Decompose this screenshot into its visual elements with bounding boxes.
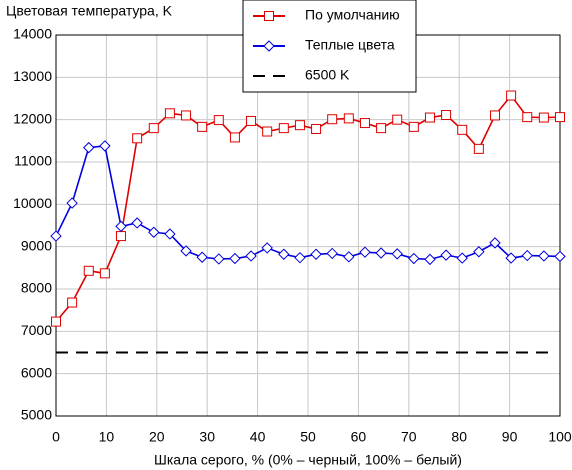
marker [408, 121, 419, 132]
chart-title: Цветовая температура, K [6, 3, 173, 19]
y-tick-label: 11000 [14, 153, 52, 169]
x-tick-label: 50 [300, 429, 316, 445]
x-tick-label: 30 [199, 429, 215, 445]
marker [376, 123, 387, 134]
marker [164, 108, 175, 119]
marker [83, 265, 94, 276]
marker [51, 316, 61, 327]
marker [457, 124, 468, 135]
x-tick-label: 0 [52, 429, 60, 445]
y-tick-label: 7000 [21, 322, 52, 338]
marker [294, 251, 306, 264]
marker [343, 113, 354, 124]
marker [245, 250, 257, 262]
marker [440, 249, 452, 261]
y-tick-label: 8000 [21, 280, 52, 296]
marker [262, 126, 273, 137]
marker [196, 251, 208, 263]
marker [294, 120, 305, 131]
marker [131, 217, 143, 229]
marker [246, 115, 257, 126]
marker [148, 123, 159, 134]
legend-label: 6500 K [305, 67, 350, 83]
x-tick-label: 100 [548, 429, 572, 445]
y-tick-label: 13000 [13, 68, 52, 84]
y-tick-label: 5000 [21, 407, 52, 423]
y-tick-label: 10000 [13, 195, 52, 211]
marker [264, 11, 274, 21]
marker [359, 246, 371, 258]
marker [473, 143, 484, 154]
marker [148, 226, 160, 238]
x-tick-label: 40 [250, 429, 266, 445]
marker [505, 252, 517, 264]
x-tick-label: 70 [401, 429, 417, 445]
marker [392, 114, 403, 125]
x-tick-label: 90 [502, 429, 518, 445]
marker [326, 247, 338, 260]
x-tick-label: 80 [451, 429, 467, 445]
marker [424, 112, 435, 123]
x-tick-label: 60 [351, 429, 367, 445]
marker [521, 249, 533, 262]
marker [164, 228, 176, 240]
x-tick-label: 20 [149, 429, 165, 445]
marker [278, 248, 290, 260]
y-tick-label: 14000 [13, 26, 52, 42]
marker [261, 242, 273, 254]
y-tick-label: 6000 [21, 364, 52, 380]
marker [391, 248, 403, 260]
marker [132, 133, 143, 144]
marker [343, 251, 355, 263]
marker [554, 250, 566, 263]
x-axis-label: Шкала серого, % (0% – черный, 100% – бел… [154, 452, 462, 468]
marker [180, 245, 192, 257]
marker [213, 115, 224, 126]
marker [538, 250, 550, 262]
marker [359, 118, 370, 129]
marker [375, 247, 387, 259]
marker [99, 140, 111, 152]
marker [50, 230, 62, 242]
marker [538, 112, 549, 123]
marker [311, 123, 322, 134]
marker [522, 112, 533, 123]
marker [456, 252, 468, 264]
marker [506, 90, 517, 101]
marker [489, 237, 501, 249]
marker [263, 40, 275, 52]
marker [473, 246, 485, 258]
marker [424, 253, 436, 266]
legend-label: Теплые цвета [305, 37, 395, 53]
marker [116, 231, 127, 242]
marker [213, 253, 225, 265]
y-tick-label: 9000 [21, 237, 52, 253]
marker [83, 141, 95, 154]
marker [229, 252, 241, 265]
marker [555, 112, 565, 123]
marker [327, 114, 338, 125]
x-tick-label: 10 [99, 429, 115, 445]
marker [67, 297, 78, 308]
marker [99, 268, 110, 279]
marker [115, 220, 127, 233]
marker [278, 123, 289, 134]
marker [229, 132, 240, 143]
marker [197, 121, 208, 132]
legend-label: По умолчанию [305, 7, 400, 23]
marker [408, 252, 420, 265]
marker [489, 110, 500, 121]
marker [181, 110, 192, 121]
y-tick-label: 12000 [13, 110, 52, 126]
marker [310, 248, 322, 260]
marker [441, 110, 452, 121]
marker [66, 197, 78, 209]
